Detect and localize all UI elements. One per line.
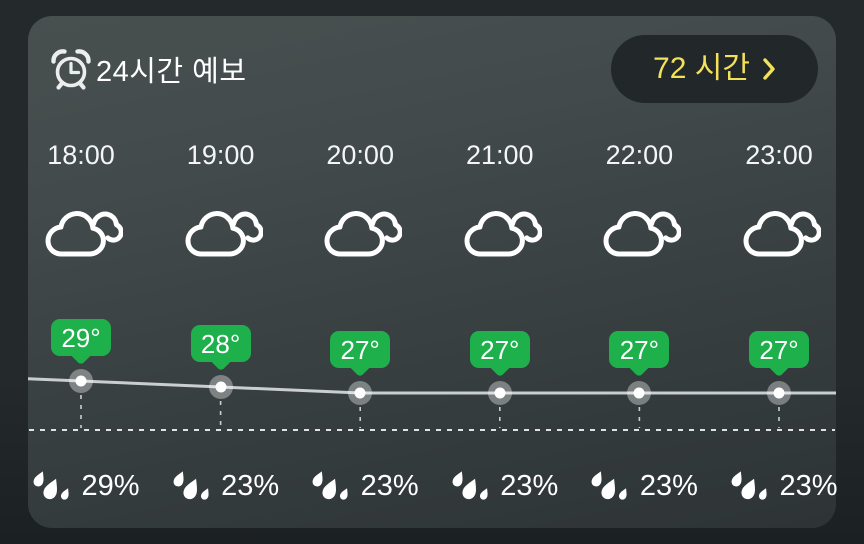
temperature-chart <box>28 377 836 431</box>
section-title: 24시간 예보 <box>96 56 247 88</box>
hourly-forecast-card: 24시간 예보 72 시간 18:00 19:00 20:00 21:00 22:00 2… <box>28 16 838 528</box>
hours-72-button[interactable]: 72 시간 <box>611 35 818 103</box>
hours-72-label: 72 시간 <box>653 52 750 85</box>
temperature-line <box>28 377 836 395</box>
alarm-clock-icon <box>51 49 91 90</box>
chevron-right-icon <box>763 58 775 80</box>
